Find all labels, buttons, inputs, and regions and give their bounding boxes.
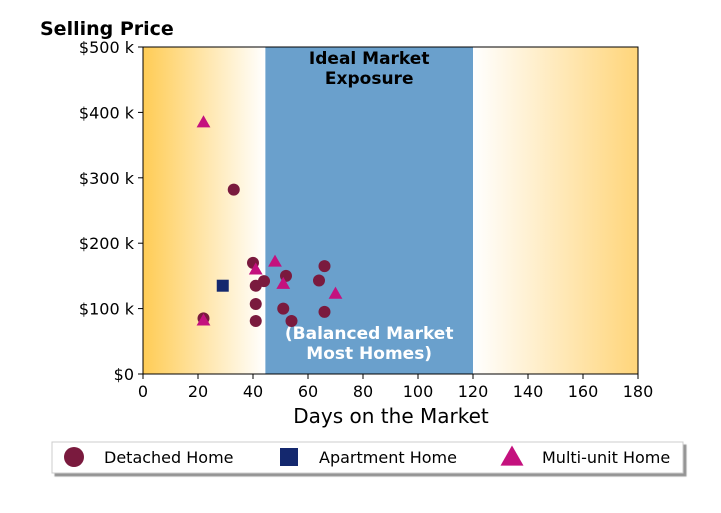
x-tick-label: 20 <box>188 382 208 401</box>
y-tick-label: $500 k <box>79 38 135 57</box>
plot-border <box>142 46 639 375</box>
x-axis-title: Days on the Market <box>293 404 489 428</box>
x-tick-label: 160 <box>568 382 599 401</box>
y-tick-label: $200 k <box>79 234 135 253</box>
y-tick-label: $100 k <box>79 300 135 319</box>
legend-box <box>51 441 684 474</box>
balanced-market-line-0: (Balanced Market <box>285 324 454 344</box>
x-tick-label: 100 <box>403 382 434 401</box>
multi-unit-home-point <box>196 313 211 326</box>
x-axis-ticks: 0 20 40 60 80 100 120 140 160 180 <box>138 374 653 401</box>
detached-home-point <box>258 275 270 288</box>
plot-bands <box>143 47 638 374</box>
band-1 <box>265 47 473 374</box>
y-axis-ticks: $0 $100 k $200 k $300 k $400 k $500 k <box>79 38 143 384</box>
balanced-market-line-1: Most Homes) <box>306 344 432 364</box>
legend-detached-home-label: Detached Home <box>104 448 234 467</box>
legend-multi-unit-home-marker <box>500 445 524 466</box>
x-tick-label: 80 <box>353 382 373 401</box>
band-2 <box>473 47 638 374</box>
detached-home-point <box>249 298 262 311</box>
legend-multi-unit-home-label: Multi-unit Home <box>542 448 670 467</box>
x-tick-label: 120 <box>458 382 489 401</box>
multi-unit-home-point <box>268 254 282 267</box>
y-tick-label: $0 <box>114 365 134 384</box>
x-tick-label: 180 <box>623 382 654 401</box>
x-tick-label: 0 <box>138 382 148 401</box>
legend-apartment-home-label: Apartment Home <box>319 448 457 467</box>
legend: Detached Home Apartment Home Multi-unit Ho… <box>51 441 684 474</box>
apartment-home-point <box>216 279 229 292</box>
multi-unit-home-point <box>276 276 291 289</box>
x-tick-label: 60 <box>298 382 318 401</box>
detached-home-point <box>277 302 290 315</box>
x-tick-label: 140 <box>513 382 544 401</box>
legend-apartment-home-marker <box>280 448 298 466</box>
y-axis-title: Selling Price <box>40 18 174 40</box>
y-tick-label: $400 k <box>79 103 135 122</box>
multi-unit-home-point <box>328 286 343 299</box>
detached-home-point <box>249 315 262 328</box>
data-points <box>196 115 343 328</box>
plot-frame <box>142 46 639 375</box>
detached-home-point <box>318 260 331 273</box>
detached-home-point <box>318 305 331 318</box>
ideal-market-exposure-line-0: Ideal Market <box>309 49 430 69</box>
x-tick-label: 40 <box>243 382 263 401</box>
multi-unit-home-point <box>248 262 263 275</box>
legend-detached-home-marker <box>64 447 84 467</box>
detached-home-point <box>313 274 325 287</box>
multi-unit-home-point <box>196 115 211 128</box>
detached-home-point <box>227 183 240 196</box>
detached-home-point <box>285 315 298 328</box>
ideal-market-exposure-line-1: Exposure <box>325 69 414 89</box>
y-tick-label: $300 k <box>79 169 135 188</box>
